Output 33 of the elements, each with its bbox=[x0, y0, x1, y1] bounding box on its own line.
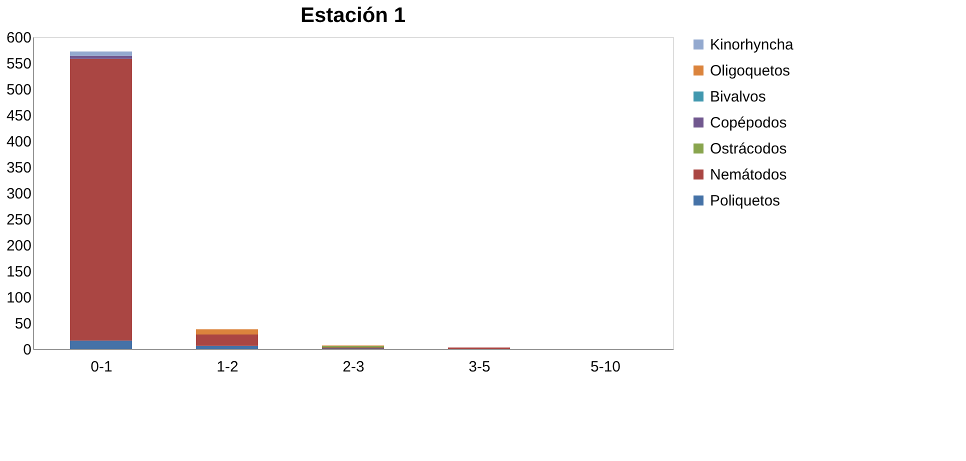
bar bbox=[196, 346, 258, 349]
x-tick-label: 2-3 bbox=[342, 358, 364, 376]
y-tick-label: 400 bbox=[6, 134, 32, 150]
bar bbox=[70, 340, 132, 349]
legend-label: Ostrácodos bbox=[710, 140, 787, 158]
x-tick-label: 1-2 bbox=[216, 358, 238, 376]
bar bbox=[196, 334, 258, 346]
bar bbox=[70, 56, 132, 59]
x-tick-label: 0-1 bbox=[90, 358, 112, 376]
y-tick-label: 150 bbox=[6, 264, 32, 280]
legend-label: Oligoquetos bbox=[710, 62, 790, 80]
bar bbox=[196, 329, 258, 334]
legend-label: Copépodos bbox=[710, 114, 787, 132]
y-tick-label: 350 bbox=[6, 160, 32, 176]
legend-label: Poliquetos bbox=[710, 192, 780, 210]
y-tick-label: 0 bbox=[23, 342, 32, 358]
legend-label: Bivalvos bbox=[710, 88, 766, 106]
bar bbox=[70, 58, 132, 341]
y-tick-label: 100 bbox=[6, 290, 32, 306]
y-tick-label: 550 bbox=[6, 56, 32, 72]
x-tick-label: 5-10 bbox=[590, 358, 621, 376]
legend-label: Kinorhyncha bbox=[710, 36, 794, 54]
y-tick-label: 200 bbox=[6, 238, 32, 254]
y-tick-label: 450 bbox=[6, 108, 32, 124]
chart-title: Estación 1 bbox=[300, 4, 406, 27]
bar bbox=[70, 52, 132, 56]
y-tick-label: 300 bbox=[6, 186, 32, 202]
x-tick-label: 3-5 bbox=[468, 358, 490, 376]
y-tick-label: 250 bbox=[6, 212, 32, 228]
y-tick-label: 50 bbox=[14, 316, 32, 332]
y-tick-label: 500 bbox=[6, 82, 32, 98]
y-tick-label: 600 bbox=[6, 30, 32, 46]
legend-label: Nemátodos bbox=[710, 166, 787, 184]
